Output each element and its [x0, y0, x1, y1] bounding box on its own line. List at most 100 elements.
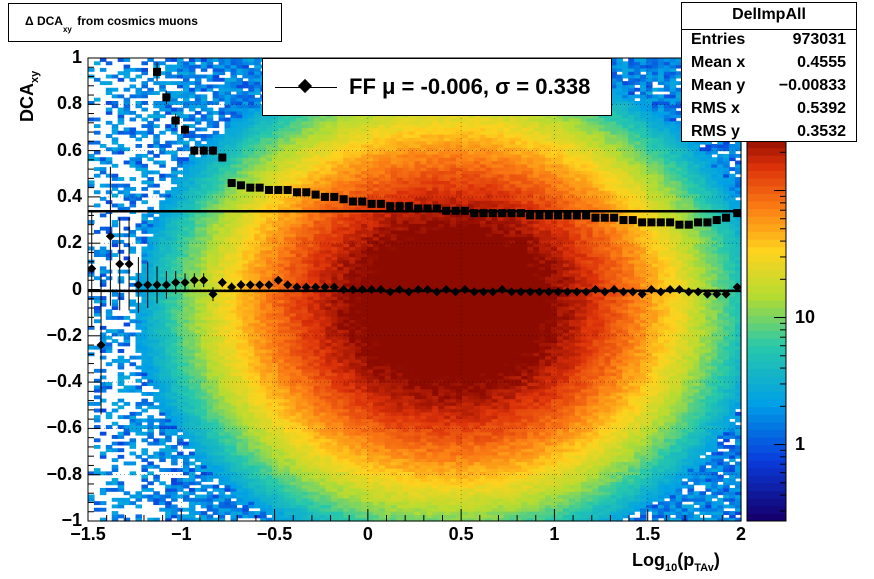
heatmap-cell [188, 153, 196, 158]
heatmap-cell [194, 517, 202, 522]
heatmap-cell [165, 401, 172, 406]
heatmap-cell [182, 213, 190, 218]
heatmap-cell [200, 229, 208, 234]
heatmap-cell [200, 385, 208, 390]
heatmap-cell [194, 64, 202, 69]
heatmap-cell [159, 223, 166, 228]
heatmap-cell [177, 368, 184, 373]
heatmap-cell [147, 471, 154, 476]
heatmap-cell [194, 203, 202, 208]
heatmap-cell [165, 107, 172, 112]
heatmap-cell [200, 236, 208, 241]
heatmap-cell [212, 220, 220, 224]
heatmap-cell [171, 64, 178, 69]
heatmap-cell [147, 58, 154, 62]
heatmap-cell [200, 233, 208, 238]
heatmap-cell [99, 507, 107, 512]
heatmap-cell [153, 137, 160, 142]
heatmap-cell [147, 183, 154, 188]
heatmap-cell [153, 124, 160, 129]
heatmap-cell [242, 81, 249, 86]
heatmap-cell [188, 282, 196, 287]
heatmap-cell [129, 276, 137, 281]
heatmap-cell [105, 415, 113, 420]
heatmap-cell [188, 501, 196, 506]
heatmap-cell [147, 375, 154, 380]
heatmap-cell [88, 471, 95, 476]
heatmap-cell [182, 203, 190, 208]
heatmap-cell [200, 190, 208, 195]
heatmap-cell [194, 286, 202, 291]
heatmap-cell [165, 487, 172, 492]
heatmap-cell [177, 157, 184, 162]
heatmap-cell [159, 200, 166, 205]
heatmap-cell [200, 428, 208, 433]
heatmap-cell [194, 362, 202, 367]
heatmap-cell [171, 415, 178, 420]
heatmap-cell [147, 378, 154, 383]
heatmap-cell [194, 458, 202, 463]
heatmap-cell [171, 299, 178, 304]
heatmap-cell [99, 67, 107, 72]
heatmap-cell [141, 236, 148, 241]
heatmap-cell [206, 157, 214, 162]
heatmap-cell [200, 345, 208, 350]
heatmap-cell [171, 342, 178, 347]
heatmap-cell [159, 216, 166, 221]
heatmap-cell [182, 385, 190, 390]
heatmap-cell [188, 332, 196, 337]
heatmap-cell [117, 454, 125, 459]
heatmap-cell [123, 339, 131, 344]
heatmap-cell [129, 444, 137, 449]
heatmap-cell [206, 143, 214, 148]
heatmap-cell [129, 388, 137, 393]
heatmap-cell [171, 405, 178, 410]
heatmap-cell [165, 190, 172, 195]
heatmap-cell [117, 276, 125, 281]
heatmap-cell [212, 296, 220, 301]
heatmap-cell [147, 286, 154, 291]
heatmap-cell [212, 345, 220, 350]
heatmap-cell [135, 514, 143, 519]
heatmap-cell [171, 186, 178, 191]
heatmap-cell [171, 507, 178, 512]
heatmap-cell [188, 306, 196, 310]
heatmap-cell [206, 302, 214, 307]
heatmap-cell [200, 362, 208, 367]
heatmap-cell [188, 107, 196, 112]
heatmap-cell [141, 173, 148, 178]
heatmap-cell [200, 451, 208, 456]
heatmap-cell [188, 385, 196, 390]
heatmap-cell [188, 137, 196, 142]
heatmap-cell [159, 494, 166, 499]
heatmap-cell [99, 167, 107, 172]
heatmap-cell [141, 134, 148, 138]
heatmap-cell [153, 405, 160, 410]
heatmap-cell [171, 153, 178, 158]
heatmap-cell [212, 461, 220, 466]
heatmap-cell [194, 435, 202, 439]
heatmap-cell [129, 302, 137, 307]
heatmap-cell [194, 408, 202, 413]
heatmap-cell [117, 296, 125, 301]
heatmap-cell [200, 342, 208, 347]
heatmap-cell [188, 302, 196, 307]
heatmap-cell [159, 431, 166, 436]
heatmap-cell [194, 183, 202, 188]
heatmap-cell [111, 292, 119, 297]
heatmap-cell [153, 104, 160, 109]
heatmap-cell [200, 177, 208, 181]
heatmap-cell [182, 249, 190, 254]
heatmap-cell [165, 372, 172, 377]
heatmap-cell [141, 246, 148, 251]
heatmap-cell [111, 511, 119, 515]
heatmap-cell [159, 342, 166, 347]
heatmap-cell [206, 58, 214, 62]
heatmap-cell [171, 263, 178, 267]
heatmap-cell [177, 335, 184, 340]
heatmap-cell [177, 249, 184, 254]
heatmap-cell [111, 104, 119, 109]
heatmap-cell [212, 401, 220, 406]
heatmap-cell [135, 345, 143, 350]
heatmap-cell [88, 117, 95, 122]
